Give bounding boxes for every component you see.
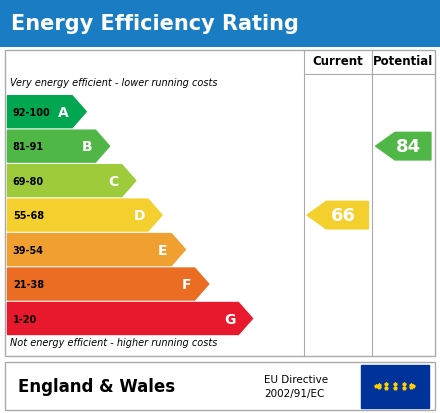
Text: Current: Current — [312, 55, 363, 68]
Text: 21-38: 21-38 — [13, 279, 44, 290]
Text: Not energy efficient - higher running costs: Not energy efficient - higher running co… — [10, 337, 217, 347]
Text: 2002/91/EC: 2002/91/EC — [264, 388, 324, 398]
Text: Energy Efficiency Rating: Energy Efficiency Rating — [11, 14, 299, 34]
Text: F: F — [181, 278, 191, 291]
Polygon shape — [307, 202, 368, 229]
Text: 69-80: 69-80 — [13, 176, 44, 186]
Text: Very energy efficient - lower running costs: Very energy efficient - lower running co… — [10, 77, 217, 88]
Text: EU Directive: EU Directive — [264, 374, 328, 384]
Polygon shape — [7, 131, 110, 163]
Text: 1-20: 1-20 — [13, 314, 37, 324]
Text: England & Wales: England & Wales — [18, 377, 175, 395]
Bar — [361, 365, 429, 408]
Text: A: A — [59, 105, 69, 119]
Text: Potential: Potential — [373, 55, 433, 68]
Polygon shape — [7, 97, 86, 128]
Text: B: B — [82, 140, 92, 154]
Text: 92-100: 92-100 — [13, 107, 51, 117]
Polygon shape — [7, 234, 185, 266]
Text: 66: 66 — [331, 206, 356, 225]
Bar — [5, 363, 435, 410]
Polygon shape — [7, 303, 253, 335]
Text: 81-91: 81-91 — [13, 142, 44, 152]
Text: 55-68: 55-68 — [13, 211, 44, 221]
Text: 39-54: 39-54 — [13, 245, 44, 255]
Polygon shape — [7, 165, 136, 197]
Text: G: G — [224, 312, 236, 326]
Text: 84: 84 — [396, 138, 422, 156]
Polygon shape — [7, 199, 162, 232]
Text: C: C — [108, 174, 118, 188]
Polygon shape — [376, 133, 431, 161]
Text: E: E — [158, 243, 168, 257]
Polygon shape — [7, 268, 209, 300]
Text: D: D — [134, 209, 145, 223]
